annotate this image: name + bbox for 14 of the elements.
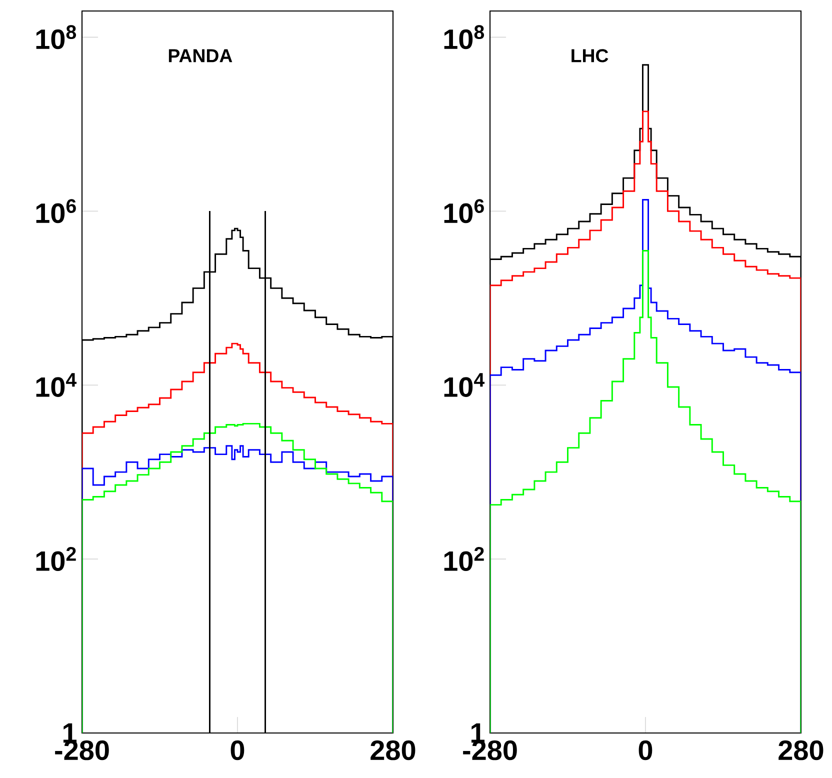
y-tick-label: 10$^{2}$ xyxy=(444,547,484,572)
y-tick-label: 10$^{8}$ xyxy=(444,25,484,50)
y-tick-label: 10$^{8}$ xyxy=(36,25,76,50)
x-tick-label: 280 xyxy=(370,740,416,760)
x-tick-label: 0 xyxy=(230,740,244,760)
text: PANDA xyxy=(168,49,232,62)
y-tick-label: 10$^{6}$ xyxy=(444,199,484,224)
y-tick-label: 10$^{2}$ xyxy=(36,547,76,572)
y-tick-label: 10$^{4}$ xyxy=(444,373,485,397)
x-tick-label: 0 xyxy=(638,740,652,760)
y-tick-label: 10$^{4}$ xyxy=(36,373,77,397)
text: LHC xyxy=(572,49,608,62)
y-tick-label: 10$^{6}$ xyxy=(36,199,76,224)
x-tick-label: 280 xyxy=(778,740,824,760)
